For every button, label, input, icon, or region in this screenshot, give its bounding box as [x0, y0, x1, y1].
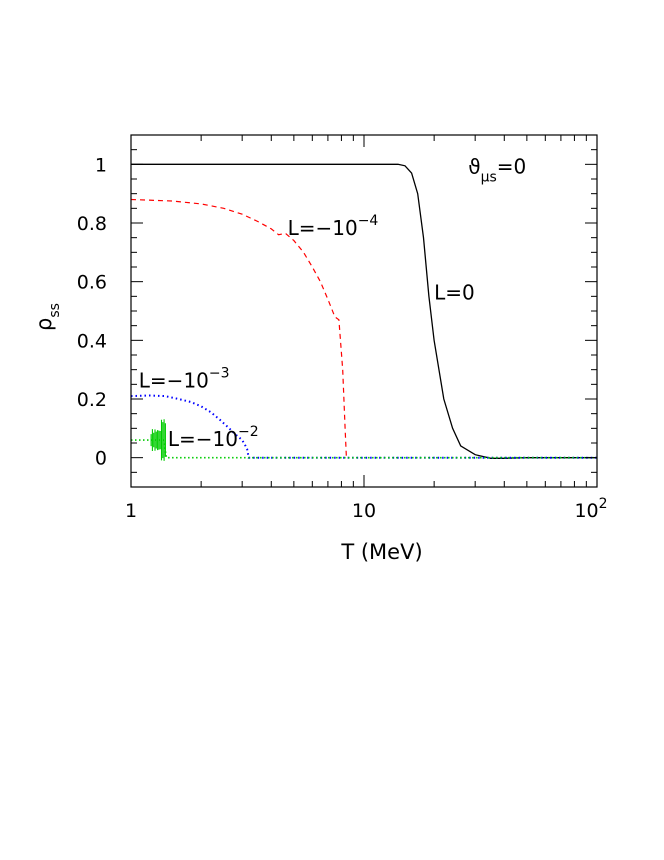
annotation-theta: ϑμs=0 [468, 154, 526, 185]
y-tick-label: 0 [95, 448, 107, 470]
y-tick-label: 1 [95, 154, 107, 176]
annotation-sup: −3 [209, 365, 230, 381]
x-axis-label: T (MeV) [340, 540, 422, 564]
annotation-text: L=−10 [139, 368, 209, 392]
annotation-L0: L=0 [434, 280, 475, 304]
tick-layer [130, 134, 598, 488]
annotation-text: L=−10 [288, 216, 358, 240]
annotation-L3: L=−10−3 [139, 365, 230, 392]
annotation-sub: μs [481, 169, 497, 185]
annotation-text: ϑ [468, 154, 480, 178]
x-tick-label: 10 [352, 500, 376, 522]
series-line-0 [131, 163, 597, 459]
x-tick-label-base: 1 [125, 500, 137, 522]
series-line-1 [130, 198, 347, 458]
series-layer [130, 163, 597, 461]
series-noise-3 [150, 419, 166, 461]
annotation-sup: −2 [238, 424, 259, 440]
y-tick-label: 0.4 [77, 330, 107, 352]
y-tick-label: 0.6 [77, 272, 107, 294]
annotation-text: L=0 [434, 280, 475, 304]
x-tick-label-sup: 2 [599, 496, 608, 512]
y-axis-label: ρss [32, 303, 63, 331]
series-line-2 [130, 394, 597, 459]
x-tick-label-base: 10 [574, 500, 598, 522]
x-tick-label-base: 10 [352, 500, 376, 522]
y-tick-label: 0.2 [77, 389, 107, 411]
series-line-3 [131, 439, 597, 459]
y-axis-label-main: ρ [32, 318, 56, 331]
annotation-suffix: =0 [497, 154, 526, 178]
x-tick-label: 102 [574, 496, 607, 522]
annotation-sup: −4 [358, 213, 379, 229]
x-tick-label: 1 [125, 500, 137, 522]
annotation-L2: L=−10−2 [168, 424, 259, 451]
y-tick-label: 0.8 [77, 213, 107, 235]
annotation-text: L=−10 [168, 427, 238, 451]
annotation-L4: L=−10−4 [288, 213, 379, 240]
y-axis-label-sub: ss [47, 303, 63, 318]
